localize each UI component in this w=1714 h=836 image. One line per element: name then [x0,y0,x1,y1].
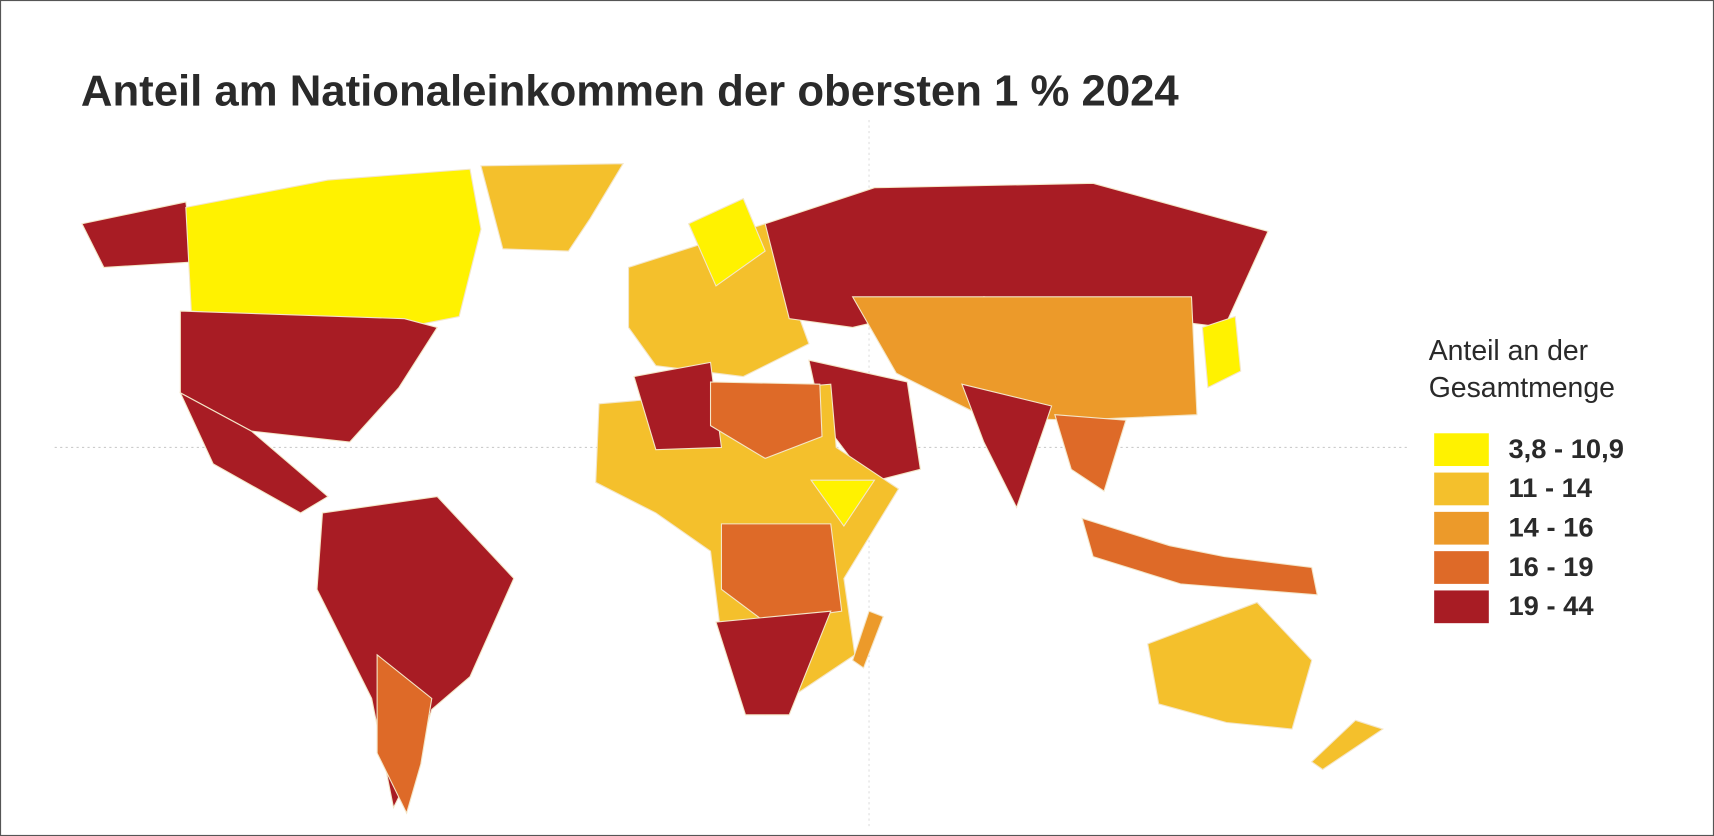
scandinavia [687,197,766,287]
legend-title: Anteil an der [1429,335,1588,367]
algeria-libya [633,361,723,451]
legend-swatch [1434,511,1489,545]
australia [1147,601,1313,730]
japan [1201,315,1242,389]
southeast-asia [1054,414,1127,492]
legend-label: 3,8 - 10,9 [1508,433,1623,464]
legend-label: 11 - 14 [1508,472,1592,503]
legend-label: 14 - 16 [1508,512,1593,543]
legend-label: 16 - 19 [1508,551,1593,582]
greenland [480,163,625,252]
legend-swatch [1434,551,1489,584]
map-title: Anteil am Nationaleinkommen der obersten… [81,66,1180,115]
legend-label: 19 - 44 [1508,590,1594,621]
legend-swatch [1434,472,1489,506]
mexico-central-america [179,391,329,514]
madagascar [851,610,884,669]
ethiopia [810,479,876,528]
southern-africa [715,610,832,716]
argentina [376,653,433,815]
legend-swatch [1434,433,1489,467]
legend-title: Gesamtmenge [1429,372,1615,404]
new-zealand [1310,719,1385,771]
world-map [81,163,1385,815]
indonesia-png [1081,517,1318,596]
north-africa [709,381,823,459]
legend-swatch [1434,590,1489,624]
india [961,383,1053,509]
legend: 3,8 - 10,9 11 - 14 14 - 16 16 - 19 19 - 44 [1434,433,1624,624]
